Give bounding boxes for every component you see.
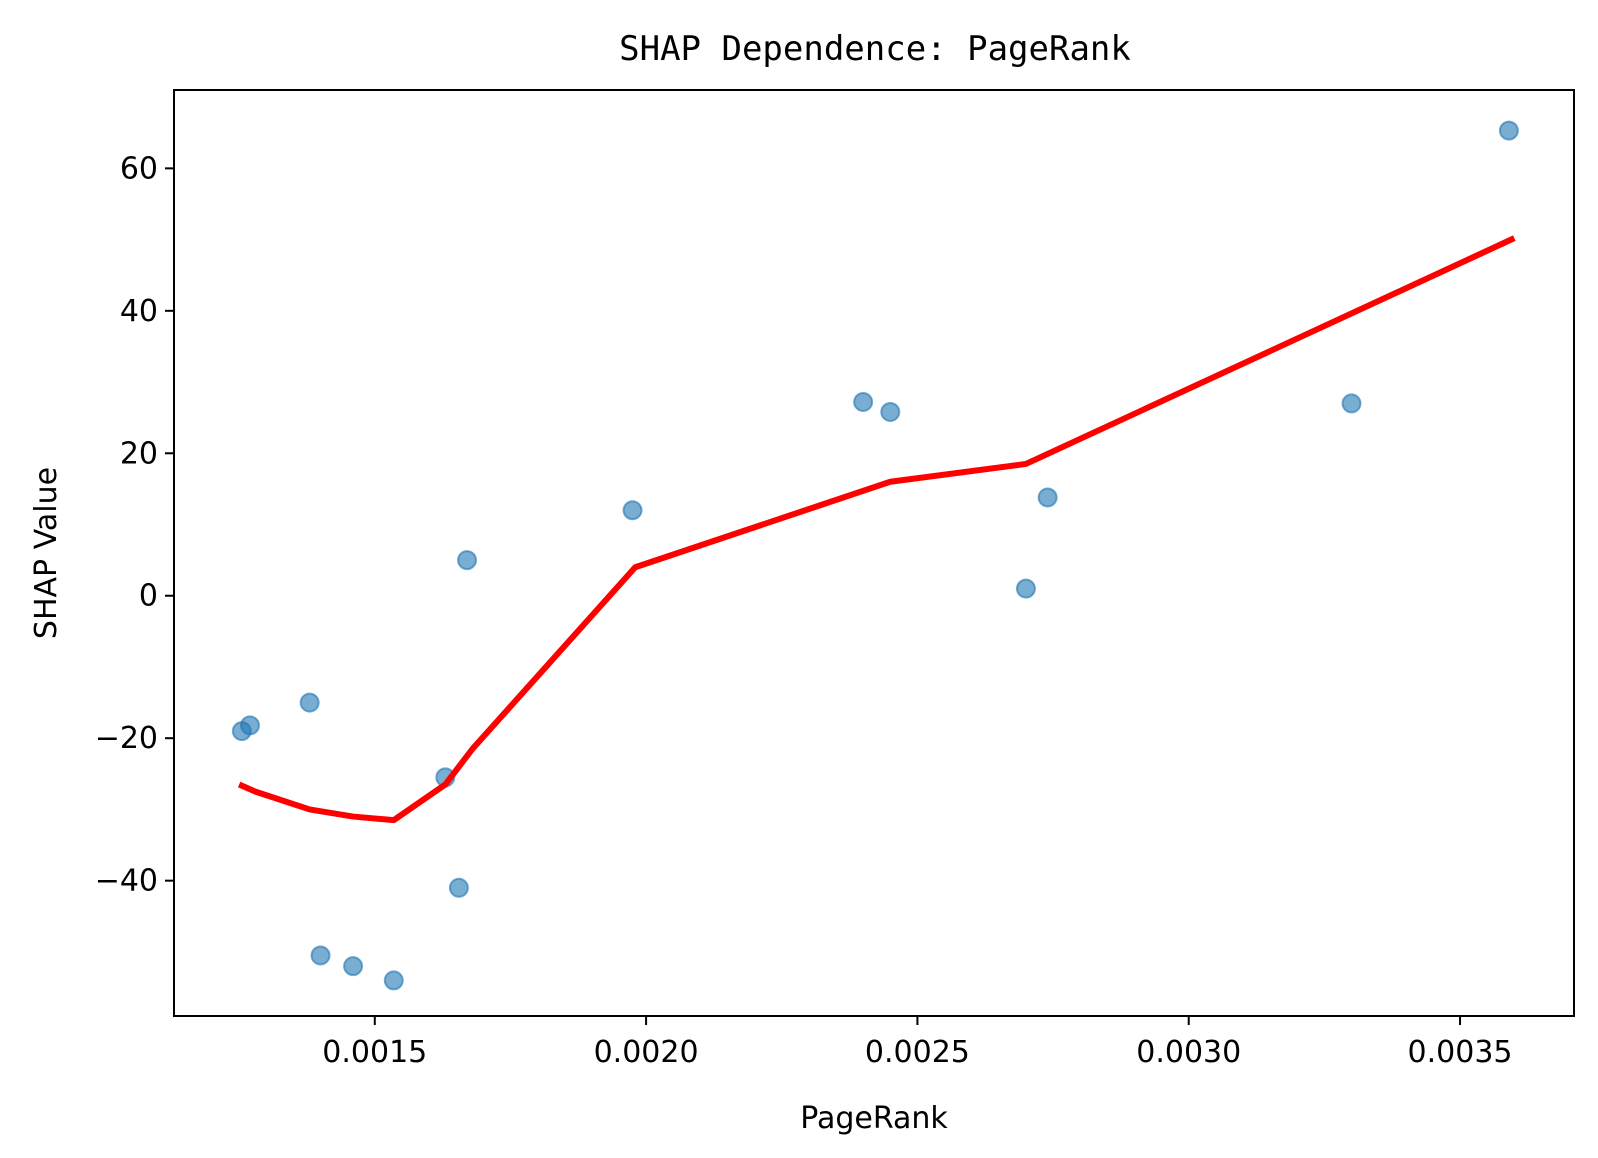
y-tick-label: −40 <box>95 864 158 899</box>
scatter-point <box>343 956 364 977</box>
y-axis: −40 −20 0 20 40 60 <box>95 151 174 899</box>
x-tick-label: 0.0015 <box>322 1035 427 1070</box>
y-tick-label: 0 <box>139 579 158 614</box>
x-axis: 0.0015 0.0020 0.0025 0.0030 0.0035 <box>322 1016 1513 1070</box>
chart-title: SHAP Dependence: PageRank <box>619 29 1131 69</box>
y-tick-label: 40 <box>120 294 158 329</box>
y-tick-label: 60 <box>120 151 158 186</box>
scatter-point <box>622 500 643 521</box>
x-tick-label: 0.0025 <box>865 1035 970 1070</box>
scatter-point <box>1037 487 1058 508</box>
scatter-point <box>1498 120 1519 141</box>
y-tick-label: −20 <box>95 721 158 756</box>
scatter-point <box>1341 393 1362 414</box>
x-axis-label: PageRank <box>800 1101 948 1136</box>
scatter-point <box>383 970 404 991</box>
scatter-point <box>448 877 469 898</box>
scatter-point <box>880 401 901 422</box>
scatter-point <box>299 692 320 713</box>
y-tick-label: 20 <box>120 436 158 471</box>
plot-frame <box>173 89 1575 1017</box>
x-tick-label: 0.0035 <box>1408 1035 1513 1070</box>
scatter-point <box>239 715 260 736</box>
scatter-point <box>853 391 874 412</box>
trend-line <box>237 235 1516 824</box>
scatter-point <box>1015 578 1036 599</box>
y-axis-label: SHAP Value <box>29 467 64 639</box>
plot-area <box>231 120 1519 991</box>
x-tick-label: 0.0030 <box>1136 1035 1241 1070</box>
scatter-point <box>457 550 478 571</box>
x-tick-label: 0.0020 <box>594 1035 699 1070</box>
scatter-point <box>310 945 331 966</box>
